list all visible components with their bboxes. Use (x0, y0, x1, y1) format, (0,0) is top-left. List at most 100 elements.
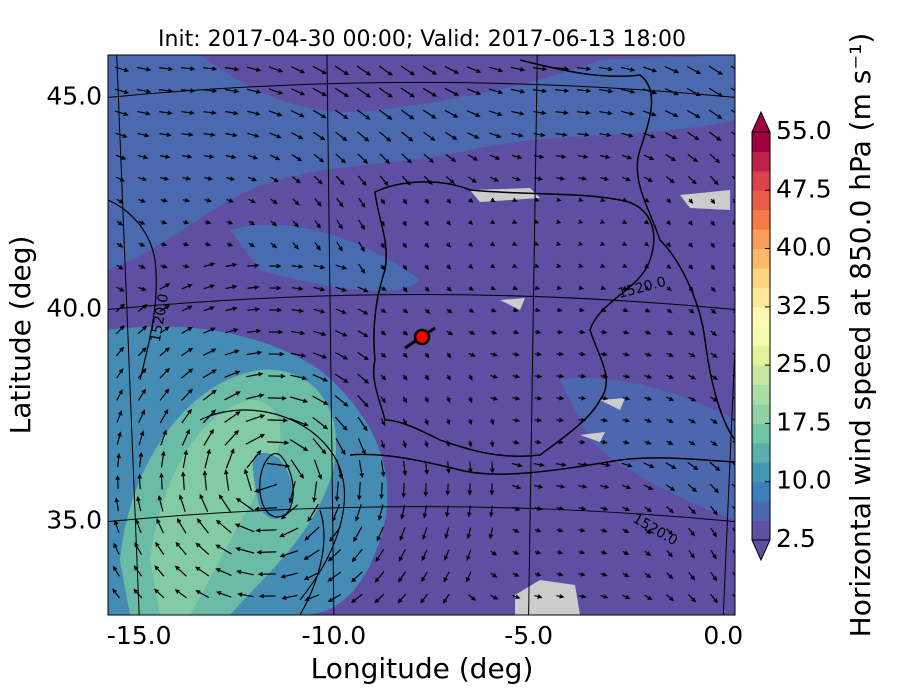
wind-arrow (666, 198, 672, 204)
wind-arrow (254, 506, 277, 512)
wind-arrow (710, 549, 717, 560)
colorbar-label: Horizontal wind speed at 850.0 hPa (m s⁻… (844, 33, 877, 638)
wind-arrow (196, 518, 209, 534)
wind-arrow (466, 88, 482, 95)
plot-frame (107, 54, 736, 616)
wind-arrow (203, 154, 215, 159)
wind-arrow (644, 528, 652, 535)
wind-arrow (327, 548, 342, 562)
wind-arrow (445, 440, 451, 448)
wind-arrow (666, 440, 674, 445)
wind-arrow (235, 497, 255, 512)
wind-arrow (446, 418, 451, 426)
grid-line (528, 55, 538, 615)
grid-line (326, 55, 335, 615)
wind-arrow (380, 308, 387, 314)
wind-arrow (512, 352, 520, 357)
wind-arrow (290, 459, 304, 479)
wind-arrow (114, 497, 120, 511)
wind-arrow (644, 285, 650, 291)
wind-arrow (534, 572, 542, 577)
wind-arrow (303, 571, 320, 581)
wind-arrow (113, 542, 120, 555)
wind-arrow (357, 308, 369, 315)
wind-arrow (556, 528, 564, 533)
wind-arrow (731, 593, 735, 599)
wind-arrow (556, 329, 564, 335)
wind-arrow (666, 242, 671, 248)
wind-arrow (666, 550, 673, 558)
wind-arrow (644, 594, 653, 601)
colorbar-band (752, 423, 770, 444)
wind-arrow (468, 264, 474, 269)
wind-arrow (709, 593, 719, 604)
wind-arrow (307, 503, 319, 523)
wind-arrow (577, 132, 590, 137)
wind-arrow (446, 330, 454, 336)
wind-arrow (578, 307, 585, 313)
y-axis-label: Latitude (deg) (4, 236, 37, 435)
wind-arrow (202, 369, 217, 379)
wind-arrow (643, 462, 655, 469)
wind-arrow (159, 283, 171, 290)
colorbar-band (752, 287, 770, 308)
wind-arrow (445, 153, 457, 162)
wind-arrow (266, 462, 291, 468)
wind-arrow (380, 396, 386, 404)
wind-arrow (225, 306, 238, 312)
wind-arrow (268, 88, 284, 95)
wind-arrow (423, 153, 435, 163)
wind-arrow (357, 175, 367, 186)
wind-arrow (399, 526, 406, 541)
wind-arrow (578, 219, 584, 224)
wind-arrow (312, 87, 328, 97)
wind-arrow (578, 373, 587, 379)
wind-arrow (666, 374, 675, 379)
wind-arrow (401, 131, 414, 142)
colorbar-band (752, 229, 770, 250)
wind-arrow (424, 418, 429, 426)
colorbar-tick-label: 2.5 (776, 524, 816, 553)
wind-arrow (270, 242, 278, 249)
wind-arrow (292, 242, 299, 250)
wind-arrow (578, 197, 584, 203)
wind-arrow (732, 396, 735, 402)
wind-arrow (199, 493, 209, 513)
wind-arrow (731, 461, 735, 466)
wind-arrow (203, 428, 214, 446)
wind-arrow (269, 132, 282, 139)
wind-arrow (442, 593, 450, 605)
wind-arrow (421, 571, 428, 583)
wind-arrow (622, 572, 630, 577)
wind-arrow (253, 483, 278, 493)
wind-arrow (732, 330, 735, 336)
x-axis-label: Longitude (deg) (311, 652, 534, 685)
wind-arrow (600, 484, 610, 489)
wind-arrow (534, 307, 541, 313)
wind-arrow (730, 87, 735, 92)
wind-arrow (203, 327, 216, 334)
wind-arrow (380, 242, 385, 249)
wind-arrow (622, 550, 630, 556)
wind-arrow (444, 109, 459, 118)
wind-arrow (181, 305, 193, 312)
wind-arrow (577, 462, 589, 467)
wind-arrow (687, 461, 699, 471)
wind-arrow (270, 220, 278, 227)
wind-arrow (204, 198, 213, 203)
wind-arrow (555, 462, 567, 467)
wind-arrow (490, 550, 498, 556)
wind-arrow (534, 219, 540, 224)
wind-arrow (312, 109, 327, 119)
wind-arrow (644, 396, 653, 401)
wind-arrow (380, 330, 387, 336)
wind-arrow (511, 132, 524, 138)
wind-arrow (181, 388, 193, 401)
wind-arrow (446, 286, 452, 292)
wind-arrow (181, 428, 190, 446)
wind-arrow (511, 484, 522, 490)
wind-arrow (138, 409, 145, 424)
wind-arrow (112, 565, 120, 577)
wind-arrow (246, 449, 262, 469)
